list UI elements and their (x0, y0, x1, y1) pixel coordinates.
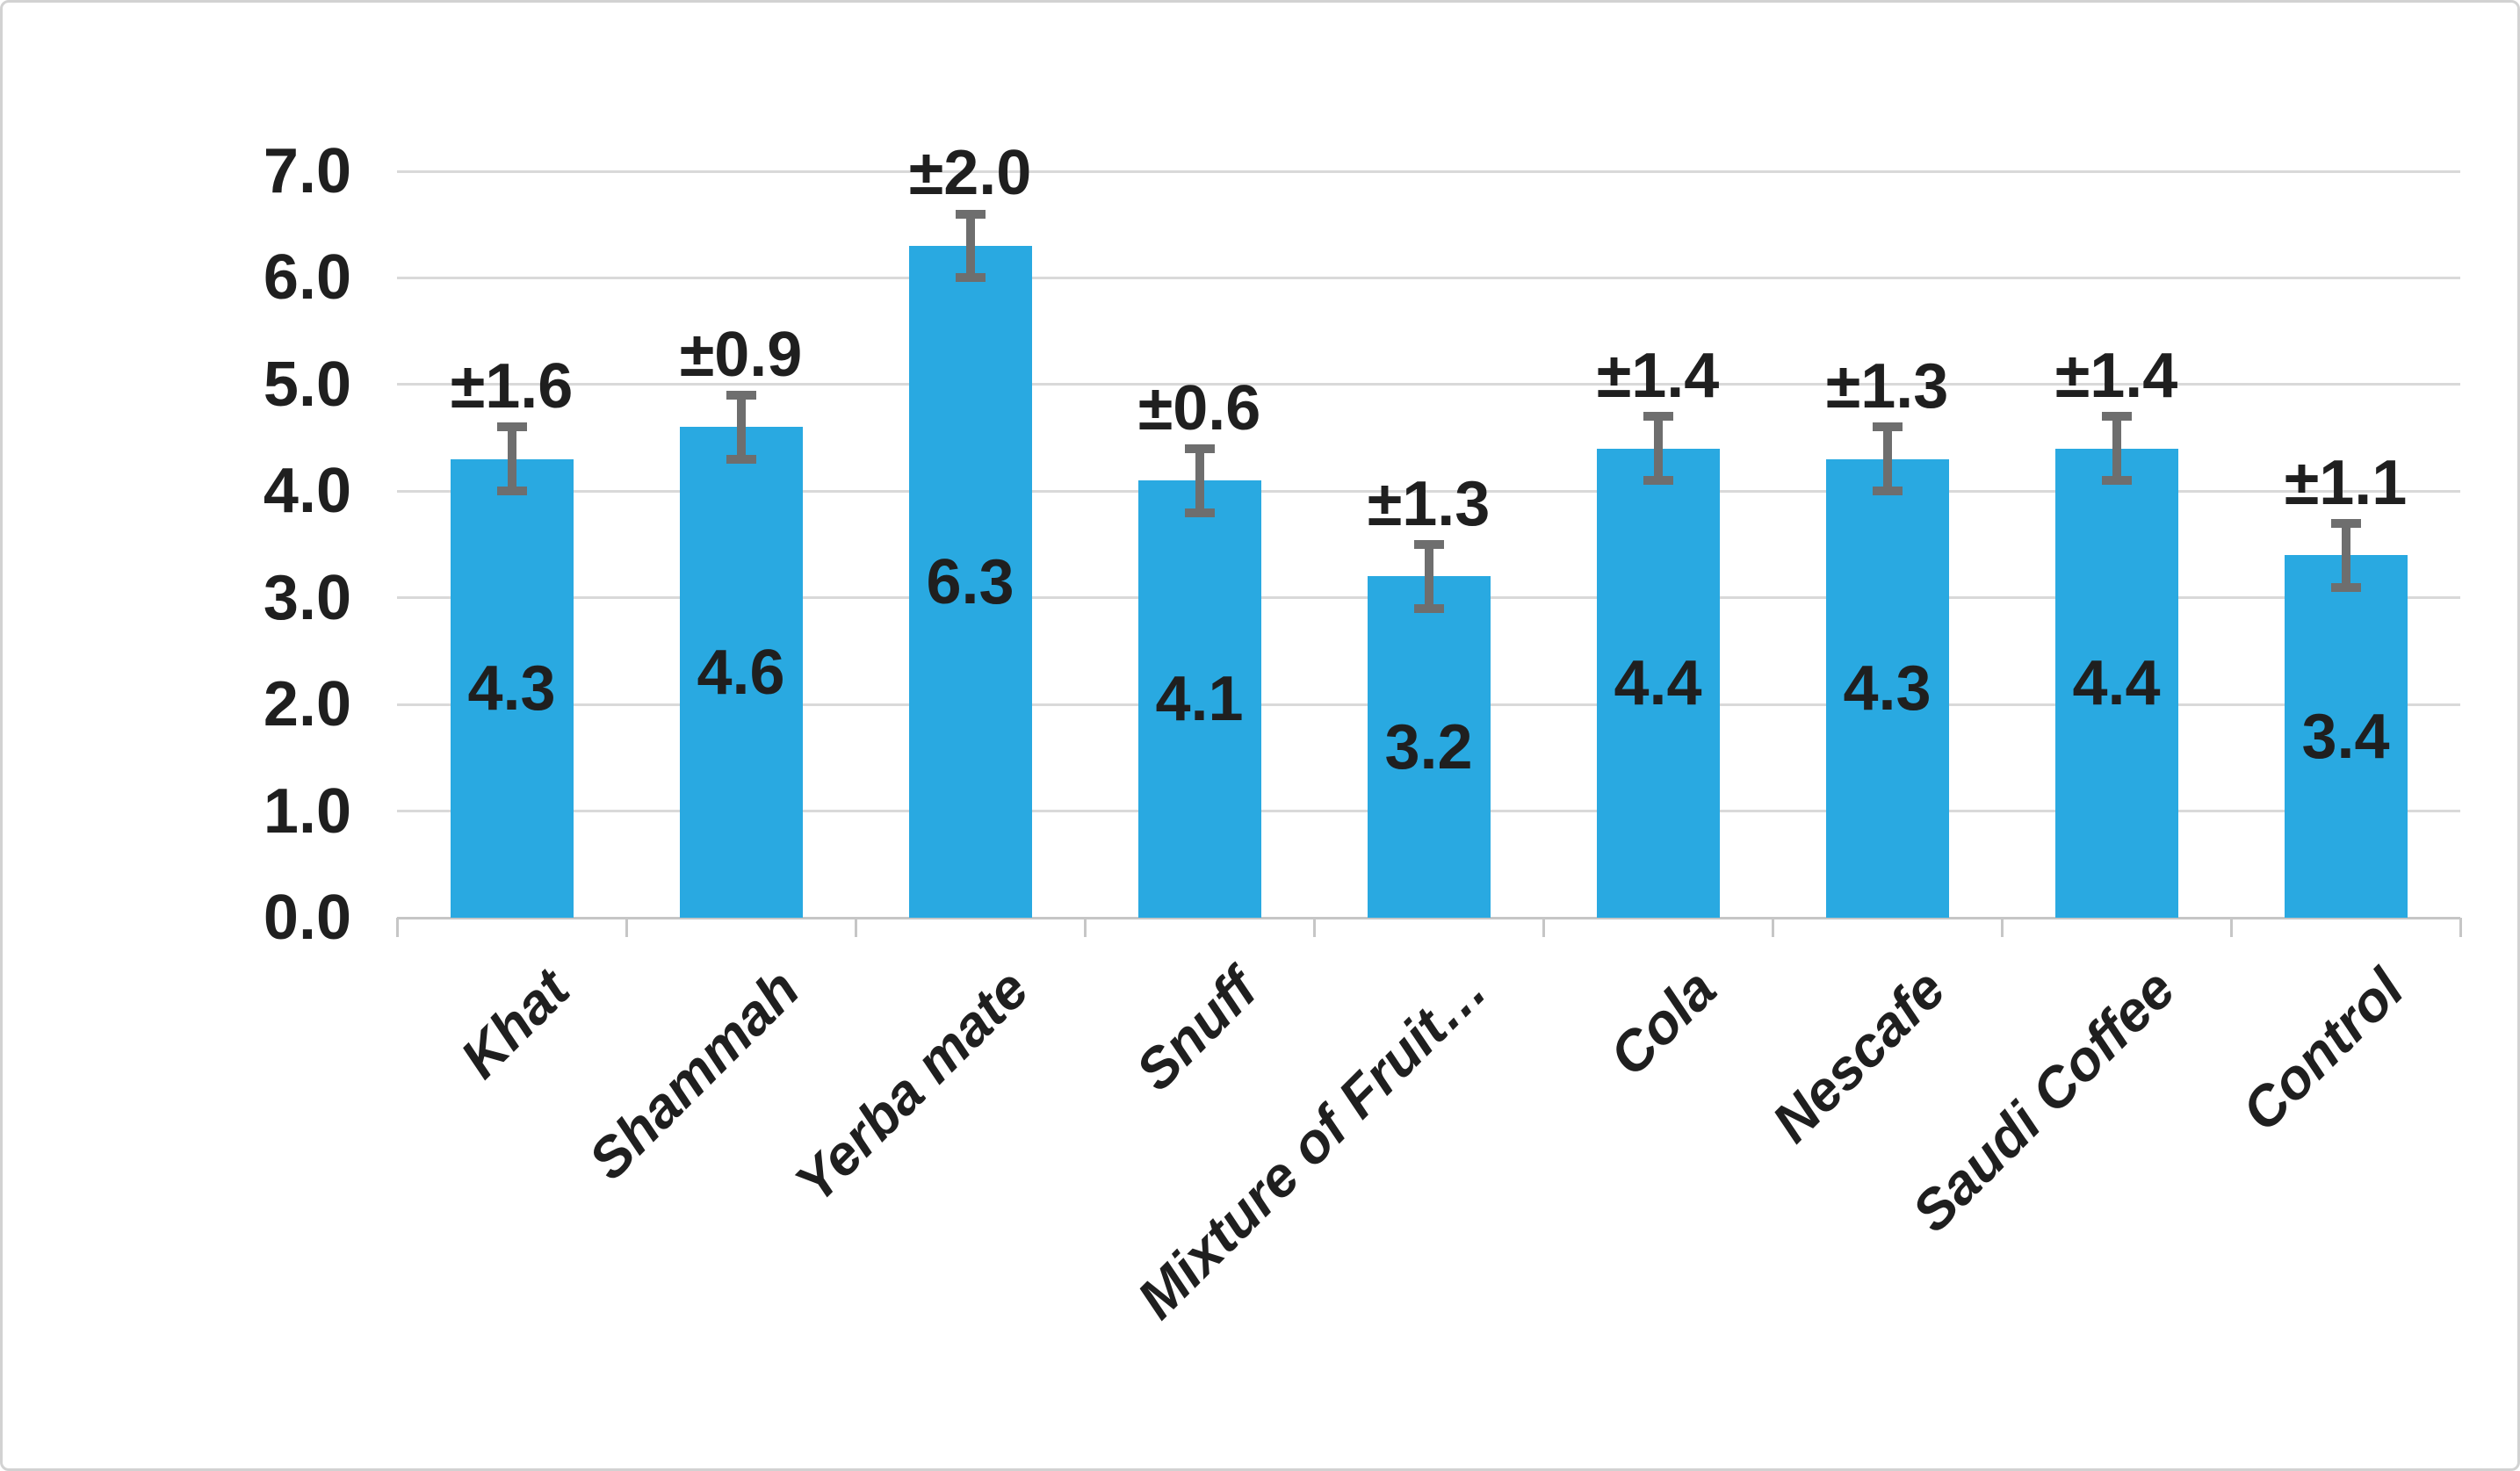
x-category-label-cola: Cola (1597, 956, 1729, 1088)
bar-value-label: 4.6 (697, 637, 785, 708)
gridline (397, 383, 2460, 386)
y-tick-label: 5.0 (263, 349, 351, 420)
x-axis-tick (2229, 918, 2233, 937)
bar-value-label: 6.3 (926, 546, 1014, 617)
error-bar-label: ±1.6 (450, 351, 574, 422)
error-bar-top-cap (726, 391, 756, 400)
y-tick-label: 7.0 (263, 136, 351, 206)
error-bar (965, 213, 975, 278)
error-bar-bottom-cap (955, 273, 986, 283)
x-axis-tick (625, 918, 628, 937)
x-axis-line (397, 917, 2460, 919)
error-bar-label: ±0.9 (679, 319, 803, 390)
bar-value-label: 4.4 (2072, 647, 2161, 718)
error-bar-label: ±1.4 (2054, 341, 2178, 412)
bar-value-label: 4.3 (1843, 653, 1932, 724)
error-bar-top-cap (1643, 412, 1673, 422)
error-bar-top-cap (1413, 540, 1444, 549)
error-bar-bottom-cap (2101, 476, 2132, 486)
error-bar-bottom-cap (1413, 603, 1444, 613)
error-bar-label: ±1.4 (1596, 341, 1720, 412)
error-bar-label: ±1.3 (1825, 351, 1949, 422)
x-axis-tick (2459, 918, 2462, 937)
error-bar-label: ±2.0 (908, 138, 1032, 209)
error-bar (507, 427, 516, 492)
bar-cola (1596, 448, 1720, 918)
error-bar (1424, 544, 1433, 609)
error-bar (1653, 416, 1663, 481)
error-bar-label: ±1.3 (1367, 468, 1491, 539)
y-tick-label: 4.0 (263, 456, 351, 527)
y-tick-label: 6.0 (263, 242, 351, 314)
gridline (397, 169, 2460, 173)
error-bar-bottom-cap (2330, 582, 2361, 592)
error-bar-bottom-cap (1872, 487, 1903, 496)
y-tick-label: 3.0 (263, 562, 351, 633)
error-bar (736, 395, 746, 459)
bar-value-label: 3.4 (2301, 701, 2390, 772)
error-bar-top-cap (496, 422, 527, 432)
x-axis-tick (2000, 918, 2004, 937)
error-bar-bottom-cap (726, 454, 756, 464)
gridline (397, 489, 2460, 493)
error-bar-top-cap (2330, 518, 2361, 528)
error-bar-bottom-cap (1643, 476, 1673, 486)
error-bar-top-cap (2101, 412, 2132, 422)
x-category-label-shammah: Shammah (575, 956, 812, 1192)
x-axis-tick (1542, 918, 1545, 937)
x-category-label-yerba-mate: Yerba mate (782, 956, 1041, 1215)
error-bar (2112, 416, 2121, 481)
error-bar (1195, 448, 1204, 513)
bar-value-label: 3.2 (1384, 711, 1473, 782)
error-bar-label: ±0.6 (1137, 372, 1261, 443)
x-category-label-snuff: Snuff (1123, 956, 1270, 1103)
error-bar (2341, 523, 2350, 588)
bar-saudi-coffee (2054, 448, 2178, 918)
error-bar (1882, 427, 1892, 492)
bar-value-label: 4.4 (1614, 647, 1702, 718)
bar-snuff (1137, 480, 1261, 918)
y-tick-label: 0.0 (263, 883, 351, 953)
x-axis-tick (1771, 918, 1774, 937)
bar-value-label: 4.1 (1155, 664, 1244, 735)
bar-control (2284, 555, 2408, 918)
bar-khat (450, 458, 574, 918)
gridline (397, 276, 2460, 279)
plot-area: 0.0 1.0 2.0 3.0 4.0 5.0 6.0 7.0 ±1.6 4.3 Khat ±0.9 4… (264, 136, 2462, 1330)
x-category-label-khat: Khat (448, 956, 582, 1091)
error-bar-top-cap (1184, 443, 1215, 453)
y-tick-label: 2.0 (263, 669, 351, 740)
x-axis-tick (395, 918, 399, 937)
x-axis-tick (1312, 918, 1316, 937)
x-category-label-nescafe: Nescafe (1759, 956, 1958, 1155)
bar-value-label: 4.3 (467, 653, 556, 724)
bar-nescafe (1825, 458, 1949, 918)
y-tick-label: 1.0 (263, 775, 351, 847)
error-bar-bottom-cap (1184, 508, 1215, 517)
bar-yerba-mate (908, 246, 1032, 918)
bar-shammah (679, 427, 803, 918)
error-bar-top-cap (955, 209, 986, 219)
error-bar-label: ±1.1 (2284, 447, 2408, 518)
error-bar-bottom-cap (496, 487, 527, 496)
x-axis-tick (1083, 918, 1087, 937)
x-axis-tick (854, 918, 857, 937)
x-category-label-control: Control (2229, 956, 2416, 1143)
error-bar-top-cap (1872, 422, 1903, 432)
bar-mixture-of-fruit (1367, 576, 1491, 918)
